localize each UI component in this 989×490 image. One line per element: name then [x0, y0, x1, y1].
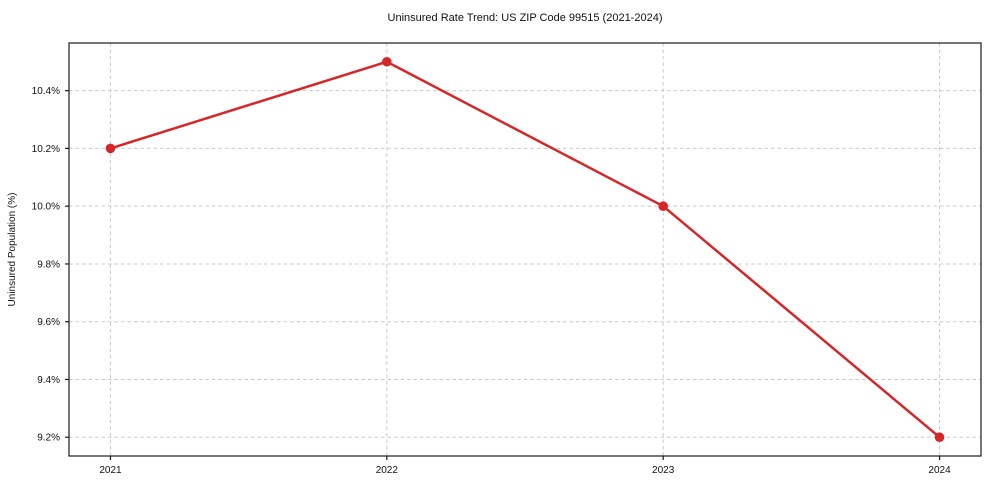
data-point	[658, 201, 668, 211]
y-axis-label: Uninsured Population (%)	[7, 193, 18, 307]
y-tick-label: 9.6%	[37, 317, 60, 328]
y-tick-label: 10.2%	[32, 144, 60, 155]
x-tick-label: 2024	[928, 465, 951, 476]
y-tick-label: 10.0%	[32, 202, 60, 213]
chart-title: Uninsured Rate Trend: US ZIP Code 99515 …	[388, 12, 663, 24]
x-tick-label: 2022	[376, 465, 399, 476]
y-tick-label: 9.2%	[37, 433, 60, 444]
y-tick-label: 9.4%	[37, 375, 60, 386]
data-point	[934, 432, 945, 443]
data-point	[105, 143, 116, 154]
axis-ticks	[65, 90, 941, 460]
x-tick-label: 2021	[99, 465, 122, 476]
y-tick-label: 10.4%	[32, 86, 60, 97]
x-tick-labels: 2021 2022 2023 2024	[99, 465, 951, 476]
data-point	[382, 56, 392, 67]
x-tick-label: 2023	[652, 465, 675, 476]
y-tick-label: 9.8%	[37, 259, 60, 270]
gridlines	[69, 43, 981, 456]
plot-frame	[68, 42, 982, 457]
y-tick-labels: 9.2% 9.4% 9.6% 9.8% 10.0% 10.2% 10.4%	[32, 86, 60, 444]
trend-series	[105, 56, 945, 443]
trend-line	[109, 60, 941, 439]
